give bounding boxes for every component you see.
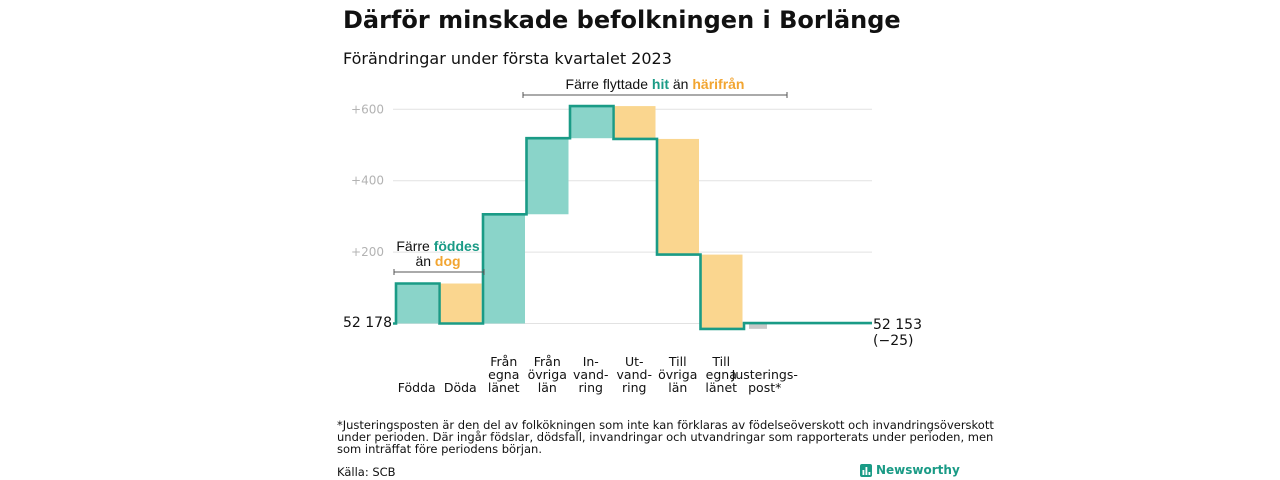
deaths-annotation-highlight: dog [435, 253, 461, 269]
category-label: län [668, 380, 687, 395]
births-annotation-text: Färre [396, 238, 433, 254]
newsworthy-logo-icon [860, 464, 872, 477]
category-labels: Födda DödaFrånegnalänetFrånövrigalänIn-va… [398, 354, 798, 395]
category-label: vand- [573, 367, 608, 382]
category-label: Födda [398, 380, 436, 395]
category-label: ring [622, 380, 646, 395]
step-lines [393, 104, 872, 331]
svg-text:Färre föddes: Färre föddes [396, 238, 479, 254]
chart-subtitle: Förändringar under första kvartalet 2023 [343, 49, 672, 68]
migration-annotation-text: Färre flyttade [566, 76, 652, 92]
chart-title: Därför minskade befolkningen i Borlänge [343, 6, 901, 34]
source-label: Källa: SCB [337, 465, 396, 479]
births-annotation-bracket [393, 269, 485, 275]
svg-text:än dog: än dog [415, 253, 460, 269]
category-label: Till [711, 354, 730, 369]
y-tick-label: +200 [351, 245, 384, 259]
bar-8 [700, 254, 743, 329]
category-label: Döda [444, 380, 477, 395]
bar-7 [657, 138, 699, 255]
births-annotation: Färre föddes än dog [393, 238, 485, 275]
bar-3 [483, 214, 525, 324]
category-label: länet [705, 380, 737, 395]
svg-text:Färre flyttade hit än härifrån: Färre flyttade hit än härifrån [566, 76, 745, 92]
brand-name: Newsworthy [876, 463, 960, 477]
waterfall-bars [396, 106, 767, 329]
y-tick-label: +600 [351, 102, 384, 116]
footnote-line-2: under perioden. Där ingår födslar, dödsf… [337, 430, 993, 444]
footnote-line-3: som inträffat före periodens början. [337, 442, 542, 456]
bar-6 [613, 106, 656, 139]
footnote: *Justeringsposten är den del av folkökni… [337, 418, 994, 456]
bar-5 [570, 106, 612, 139]
y-tick-labels: +200 +400 +600 [351, 102, 384, 259]
category-label: Från [490, 354, 517, 369]
category-label: länet [488, 380, 520, 395]
category-label: Från [534, 354, 561, 369]
bar-4 [526, 138, 569, 215]
category-label: län [538, 380, 557, 395]
category-label: Till [668, 354, 687, 369]
bar-2 [439, 283, 482, 324]
end-value-label: 52 153 [873, 317, 922, 333]
migration-annotation: Färre flyttade hit än härifrån [522, 76, 788, 98]
category-label: övriga [658, 367, 697, 382]
cumulative-step-line [393, 104, 872, 331]
footnote-line-1: *Justeringsposten är den del av folkökni… [337, 418, 994, 432]
brand[interactable]: Newsworthy [860, 463, 960, 477]
bar-9 [749, 323, 767, 329]
start-value-label: 52 178 [343, 315, 392, 331]
end-change-label: (−25) [873, 333, 913, 349]
category-label: post* [748, 380, 781, 395]
category-label: egna [706, 367, 737, 382]
y-tick-label: +400 [351, 174, 384, 188]
migration-annotation-highlight-hit: hit [652, 76, 669, 92]
category-label: vand- [617, 367, 652, 382]
migration-annotation-text-2: än [669, 76, 692, 92]
category-label: egna [488, 367, 519, 382]
bar-1 [396, 283, 438, 324]
migration-annotation-bracket [522, 92, 788, 98]
deaths-annotation-text: än [415, 253, 434, 269]
category-label: övriga [528, 367, 567, 382]
category-label: In- [583, 354, 599, 369]
births-annotation-highlight: föddes [434, 238, 480, 254]
category-label: Ut- [625, 354, 644, 369]
category-label: Justerings- [731, 367, 798, 382]
category-label: ring [579, 380, 603, 395]
migration-annotation-highlight-harifran: härifrån [692, 76, 744, 92]
